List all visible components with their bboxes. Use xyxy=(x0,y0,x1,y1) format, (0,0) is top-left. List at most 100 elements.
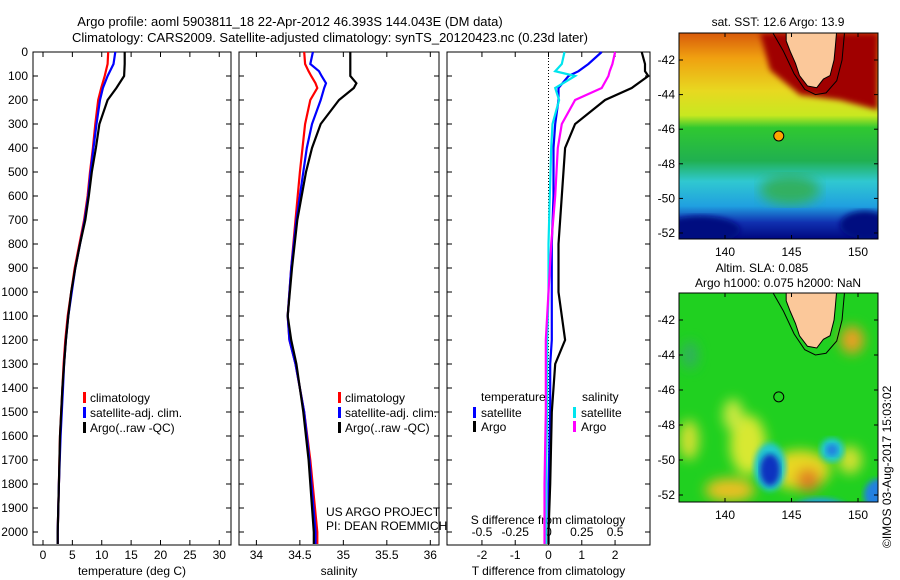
x-axis-label: salinity xyxy=(321,564,358,578)
lon-tick-label: 145 xyxy=(781,508,801,522)
legend-label: Argo(..raw -QC) xyxy=(90,421,175,435)
legend-label: Argo xyxy=(481,420,507,434)
x-tick-label: 34.5 xyxy=(288,548,312,562)
legend-swatch xyxy=(83,407,86,418)
lat-tick-label: -52 xyxy=(658,488,676,502)
s-tick-label: 0.25 xyxy=(570,525,594,539)
y-tick-label: 1000 xyxy=(1,285,28,299)
profile-panel-1: 0100200300400500600700800900100011001200… xyxy=(1,45,232,578)
series-line-s-argo xyxy=(543,51,617,544)
sst-map-title: sat. SST: 12.6 Argo: 13.9 xyxy=(712,15,845,29)
lat-tick-label: -42 xyxy=(658,313,676,327)
legend-swatch xyxy=(338,422,341,433)
x-tick-label: 5 xyxy=(69,548,76,562)
y-tick-label: 1500 xyxy=(1,405,28,419)
x-tick-label: 36 xyxy=(424,548,438,562)
series-line-climatology xyxy=(56,51,110,544)
lat-tick-label: -46 xyxy=(658,122,676,136)
plot-frame xyxy=(238,51,440,546)
x-tick-label: 35.5 xyxy=(375,548,399,562)
tasmania-landmass xyxy=(785,293,837,349)
legend-header-temperature: temperature xyxy=(481,390,546,404)
x-tick-label: 0 xyxy=(40,548,47,562)
legend-swatch xyxy=(573,407,576,418)
y-tick-label: 0 xyxy=(21,45,28,59)
series-line-climatology xyxy=(286,51,319,544)
y-tick-label: 1400 xyxy=(1,381,28,395)
legend-label: Argo xyxy=(581,420,607,434)
x-tick-label: 25 xyxy=(183,548,197,562)
lat-tick-label: -44 xyxy=(658,348,676,362)
tasmania-landmass xyxy=(785,33,838,89)
x-tick-label: -2 xyxy=(477,548,488,562)
x-tick-label: 1 xyxy=(578,548,585,562)
float-position-marker xyxy=(773,391,785,403)
project-annotation: PI: DEAN ROEMMICH xyxy=(326,519,447,533)
x-tick-label: 15 xyxy=(124,548,138,562)
depth-contour xyxy=(772,293,845,356)
lat-tick-label: -48 xyxy=(658,418,676,432)
s-tick-label: -0.25 xyxy=(502,525,530,539)
legend-label: climatology xyxy=(345,391,405,405)
s-tick-label: 0.5 xyxy=(607,525,624,539)
x-tick-label: 2 xyxy=(612,548,619,562)
y-tick-label: 100 xyxy=(8,69,28,83)
profile-panel-2: 34 34.5 35 35.5 36 salinity climatologysatelli… xyxy=(238,51,447,578)
legend-label: satellite xyxy=(481,406,522,420)
lat-tick-label: -46 xyxy=(658,383,676,397)
y-tick-label: 800 xyxy=(8,237,28,251)
y-tick-label: 300 xyxy=(8,117,28,131)
plot-frame xyxy=(32,51,232,546)
legend-swatch xyxy=(83,422,86,433)
lat-tick-label: -48 xyxy=(658,157,676,171)
lat-tick-label: -52 xyxy=(658,226,676,240)
legend-swatch xyxy=(338,407,341,418)
y-tick-label: 1300 xyxy=(1,357,28,371)
legend-swatch xyxy=(338,392,341,403)
legend-swatch xyxy=(473,421,476,432)
series-line-satellite-adj-clim- xyxy=(56,51,117,544)
lon-tick-label: 150 xyxy=(848,245,868,259)
legend-header-salinity: salinity xyxy=(582,390,619,404)
sla-map-title-2: Argo h1000: 0.075 h2000: NaN xyxy=(695,276,861,290)
lat-tick-label: -42 xyxy=(658,53,676,67)
legend-label: satellite-adj. clim. xyxy=(90,406,182,420)
depth-contour xyxy=(772,33,845,96)
lat-tick-label: -44 xyxy=(658,88,676,102)
credit-text: ©IMOS 03-Aug-2017 15:03:02 xyxy=(880,385,894,548)
lat-tick-label: -50 xyxy=(658,191,676,205)
legend-label: satellite-adj. clim. xyxy=(345,406,437,420)
y-tick-label: 700 xyxy=(8,213,28,227)
y-tick-label: 1100 xyxy=(2,309,28,323)
legend-label: Argo(..raw -QC) xyxy=(345,421,430,435)
y-tick-label: 500 xyxy=(8,165,28,179)
sla-map-title-1: Altim. SLA: 0.085 xyxy=(716,261,809,275)
legend-swatch xyxy=(83,392,86,403)
y-tick-label: 400 xyxy=(8,141,28,155)
title-line-1: Argo profile: aoml 5903811_18 22-Apr-201… xyxy=(77,14,502,29)
x-tick-label: 20 xyxy=(154,548,168,562)
legend-label: climatology xyxy=(90,391,150,405)
series-line-argo-raw-qc- xyxy=(286,52,358,544)
y-tick-label: 900 xyxy=(8,261,28,275)
x-tick-label: 30 xyxy=(213,548,227,562)
title-line-2: Climatology: CARS2009. Satellite-adjuste… xyxy=(72,30,588,45)
lon-tick-label: 140 xyxy=(715,245,735,259)
x-tick-label: 34 xyxy=(250,548,264,562)
float-position-marker xyxy=(773,130,785,142)
y-tick-label: 200 xyxy=(8,93,28,107)
lon-tick-label: 140 xyxy=(715,508,735,522)
series-line-s-satellite xyxy=(544,51,578,544)
lat-tick-label: -50 xyxy=(658,453,676,467)
sla-map: Altim. SLA: 0.085 Argo h1000: 0.075 h200… xyxy=(658,261,879,522)
x-tick-label: -1 xyxy=(510,548,521,562)
x-axis-label: T difference from climatology xyxy=(472,564,626,578)
legend-label: satellite xyxy=(581,406,622,420)
y-tick-label: 1700 xyxy=(1,453,28,467)
series-line-t-argo xyxy=(547,51,650,544)
y-tick-label: 1600 xyxy=(1,429,28,443)
lon-tick-label: 150 xyxy=(848,508,868,522)
x-tick-label: 0 xyxy=(545,548,552,562)
x-axis-label: temperature (deg C) xyxy=(78,564,186,578)
